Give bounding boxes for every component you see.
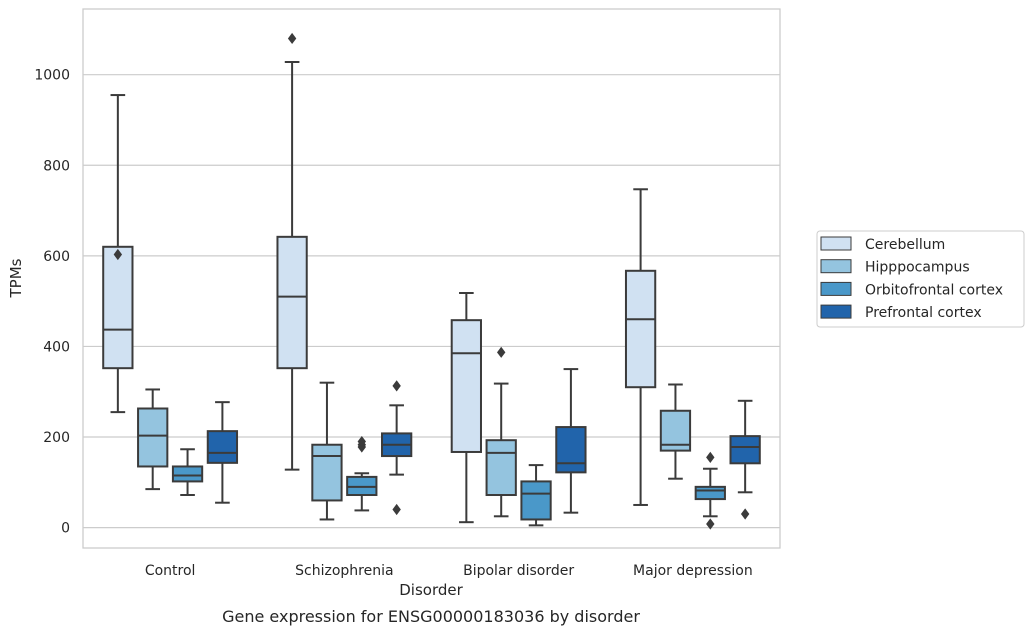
legend-label: Orbitofrontal cortex <box>865 282 1003 298</box>
box-iqr <box>485 439 517 497</box>
box-hipppocampus <box>137 388 169 491</box>
box-cerebellum <box>450 291 482 524</box>
outlier-point <box>392 380 401 392</box>
x-tick-label: Schizophrenia <box>295 563 393 579</box>
y-tick-labels: 0 200 400 600 800 1000 <box>34 68 70 537</box>
y-axis-title: TPMs <box>7 258 25 298</box>
outlier-point <box>706 518 715 530</box>
box-orbitofrontal-cortex <box>346 435 378 512</box>
outlier-point <box>497 346 506 358</box>
x-tick-label: Control <box>145 563 196 579</box>
gridlines <box>83 74 780 529</box>
legend-label: Cerebellum <box>865 237 945 253</box>
box-prefrontal-cortex <box>381 380 413 516</box>
box-cerebellum <box>624 188 657 506</box>
box-cerebellum <box>102 94 134 414</box>
outlier-point <box>287 32 297 45</box>
outlier-point <box>113 248 123 261</box>
box-orbitofrontal-cortex <box>694 451 726 530</box>
outlier-point <box>392 503 401 516</box>
box-cerebellum <box>276 32 308 471</box>
box-iqr <box>276 235 308 370</box>
chart-caption: Gene expression for ENSG00000183036 by d… <box>222 607 640 626</box>
legend-swatch <box>820 236 852 251</box>
box-plots <box>102 32 761 530</box>
box-iqr <box>206 430 239 464</box>
y-tick-label: 0 <box>61 521 70 537</box>
y-tick-label: 800 <box>43 158 70 174</box>
box-iqr <box>520 480 552 521</box>
legend-frame <box>816 230 1025 328</box>
box-iqr <box>555 426 587 474</box>
x-tick-label: Bipolar disorder <box>463 563 574 579</box>
box-hipppocampus <box>485 346 517 518</box>
y-tick-label: 200 <box>43 430 70 446</box>
box-orbitofrontal-cortex <box>171 448 204 497</box>
box-prefrontal-cortex <box>555 368 587 514</box>
plot-frame <box>82 8 781 549</box>
legend-label: Hipppocampus <box>865 260 970 276</box>
y-tick-label: 400 <box>43 339 70 355</box>
box-iqr <box>137 407 169 468</box>
y-tick-label: 1000 <box>34 68 70 84</box>
box-orbitofrontal-cortex <box>520 464 552 527</box>
outlier-point <box>740 508 750 520</box>
box-iqr <box>311 443 343 502</box>
box-hipppocampus <box>659 383 692 480</box>
legend: Cerebellum Hipppocampus Orbitofrontal cort… <box>816 230 1025 328</box>
box-iqr <box>624 269 657 389</box>
box-iqr <box>102 245 134 370</box>
box-prefrontal-cortex <box>729 399 761 520</box>
box-iqr <box>450 319 482 453</box>
x-tick-labels: Control Schizophrenia Bipolar disorder Majo… <box>145 563 753 579</box>
box-hipppocampus <box>311 381 343 521</box>
x-tick-label: Major depression <box>633 563 753 579</box>
legend-swatch <box>820 259 852 274</box>
outlier-point <box>706 451 715 464</box>
legend-swatch <box>820 304 852 319</box>
y-tick-label: 600 <box>43 249 70 265</box>
outlier-point <box>357 435 366 448</box>
legend-swatch <box>820 281 852 296</box>
box-iqr <box>171 465 204 483</box>
x-axis-title: Disorder <box>399 581 463 599</box>
box-prefrontal-cortex <box>206 401 239 504</box>
legend-label: Prefrontal cortex <box>865 305 982 321</box>
box-iqr <box>729 435 761 465</box>
box-iqr <box>694 485 726 501</box>
